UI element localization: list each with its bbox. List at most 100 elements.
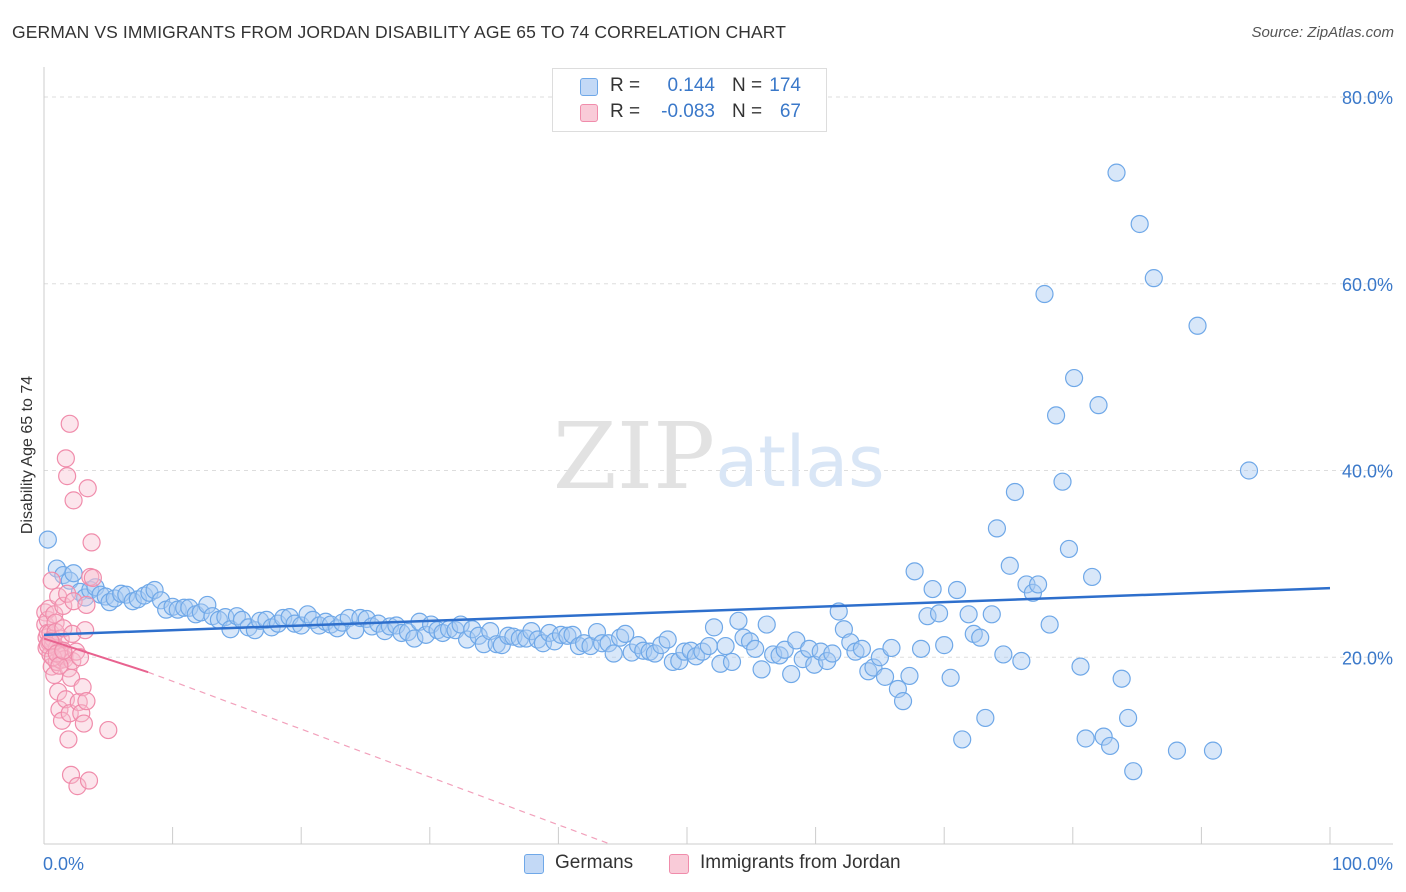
germans-point <box>711 654 730 673</box>
germans-point <box>1094 727 1113 746</box>
legend-r-label: R = <box>610 75 641 96</box>
bottom-legend-swatch-jordan <box>669 854 689 874</box>
germans-point <box>533 634 553 653</box>
germans-point <box>716 636 735 656</box>
jordan-point <box>50 700 69 719</box>
germans-point <box>587 622 607 642</box>
germans-point <box>1046 406 1066 425</box>
germans-point <box>38 530 57 549</box>
germans-point <box>405 629 424 648</box>
germans-point <box>151 591 171 610</box>
legend-swatch-germans <box>580 78 598 96</box>
legend: R = 0.144 N = 174 R = -0.083 N = 67 <box>552 68 827 132</box>
jordan-point <box>58 467 77 486</box>
x-tick-label: 100.0% <box>1332 854 1393 874</box>
germans-point <box>935 636 954 655</box>
germans-point <box>764 645 783 664</box>
jordan-trend-extension <box>147 671 611 845</box>
legend-n-value: 174 <box>769 75 801 96</box>
source-label: Source: ZipAtlas.com <box>1251 24 1394 41</box>
germans-point <box>976 708 995 728</box>
germans-point <box>1112 669 1131 688</box>
germans-point <box>1124 762 1143 781</box>
legend-r-value: 0.144 <box>667 75 715 96</box>
bottom-legend-label-germans: Germans <box>555 852 634 873</box>
germans-point <box>994 645 1013 664</box>
germans-point <box>1118 708 1138 728</box>
watermark-zip: ZIP <box>553 403 715 510</box>
germans-point <box>793 650 812 669</box>
germans-point <box>782 664 801 684</box>
germans-point <box>1076 729 1095 748</box>
germans-point <box>823 644 842 663</box>
germans-point <box>1064 368 1084 388</box>
germans-point <box>622 643 641 662</box>
germans-point <box>953 730 972 749</box>
germans-point <box>1203 741 1223 760</box>
germans-point <box>1035 284 1054 304</box>
jordan-point <box>82 533 101 552</box>
legend-n-label: N = <box>732 75 763 96</box>
germans-point <box>398 622 418 642</box>
jordan-point <box>54 596 73 615</box>
germans-point <box>604 644 623 663</box>
x-tick-label: 0.0% <box>43 854 84 874</box>
germans-point <box>1028 575 1048 594</box>
germans-point <box>1188 316 1207 335</box>
germans-point <box>1005 482 1025 502</box>
germans-point <box>198 595 217 615</box>
germans-point <box>175 598 194 617</box>
germans-point <box>599 634 618 653</box>
jordan-point <box>54 619 73 638</box>
jordan-point <box>56 449 75 468</box>
germans-point <box>670 651 689 671</box>
jordan-point <box>99 720 118 740</box>
trend-layer <box>43 586 1331 845</box>
legend-r-value: -0.083 <box>661 101 715 122</box>
germans-point <box>1167 741 1187 760</box>
watermark-atlas: atlas <box>715 421 884 503</box>
germans-point <box>616 624 635 644</box>
jordan-point <box>77 595 96 615</box>
jordan-point <box>68 777 87 796</box>
y-tick-label: 40.0% <box>1342 462 1393 482</box>
legend-row-jordan: R = -0.083 N = 67 <box>553 101 826 127</box>
germans-point <box>1040 615 1059 634</box>
germans-point <box>923 579 942 599</box>
jordan-points <box>36 414 118 796</box>
germans-point <box>900 666 919 686</box>
legend-n-value: 67 <box>779 101 801 122</box>
germans-point <box>593 634 612 653</box>
germans-point <box>285 614 304 633</box>
germans-point <box>117 585 136 604</box>
germans-point <box>1059 539 1079 559</box>
germans-point <box>1089 396 1108 415</box>
germans-point <box>145 580 164 600</box>
germans-point <box>911 639 931 658</box>
germans-point <box>746 639 765 658</box>
germans-point <box>1100 736 1120 756</box>
watermark: ZIP atlas <box>553 403 885 510</box>
jordan-point <box>49 682 68 701</box>
jordan-point <box>76 621 95 640</box>
germans-point <box>959 605 978 624</box>
germans-point <box>704 618 724 637</box>
germans-point <box>168 600 187 619</box>
germans-point <box>982 605 1001 624</box>
y-tick-label: 60.0% <box>1342 275 1393 295</box>
germans-point <box>905 562 924 581</box>
germans-point <box>1071 657 1090 676</box>
y-tick-label: 20.0% <box>1342 648 1393 668</box>
chart-title: GERMAN VS IMMIGRANTS FROM JORDAN DISABIL… <box>12 22 786 42</box>
germans-trend-line <box>43 586 1331 637</box>
germans-point <box>947 580 967 600</box>
jordan-point <box>42 571 61 590</box>
germans-point <box>1130 214 1149 234</box>
jordan-point <box>58 584 77 603</box>
germans-point <box>1239 461 1259 480</box>
grid-layer <box>44 96 1393 658</box>
jordan-point <box>52 711 72 730</box>
jordan-point <box>60 414 79 433</box>
germans-point <box>1000 556 1019 575</box>
germans-point <box>135 586 154 605</box>
